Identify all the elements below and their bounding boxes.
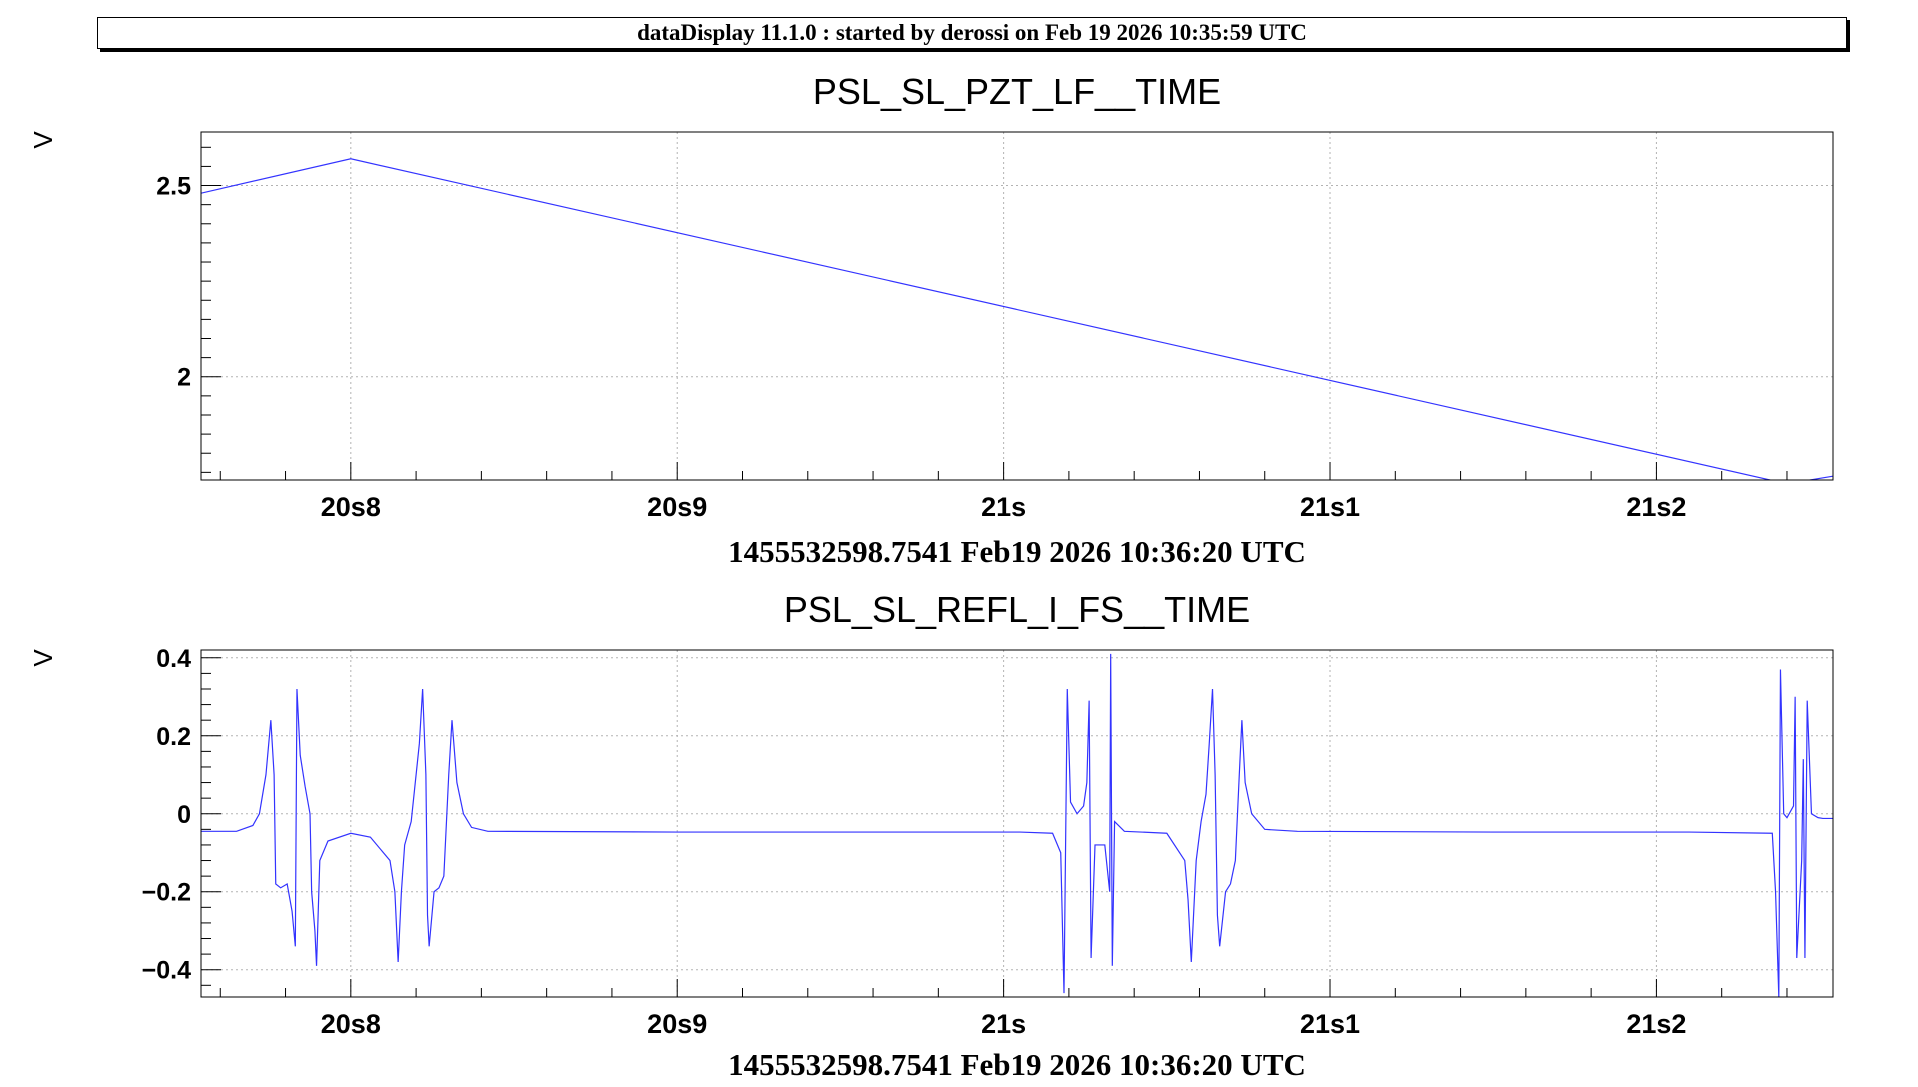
chart-panel-2: PSL_SL_REFL_I_FS__TIME V 20s8 20s9 21s 21s1 21… <box>28 589 1834 1082</box>
y-tick-label: 0.2 <box>156 723 191 751</box>
x-tick-label: 21s <box>981 492 1026 522</box>
y-tick-label: 2 <box>177 364 191 392</box>
x-tick-label: 21s1 <box>1300 492 1360 522</box>
series-line-1 <box>201 158 1833 480</box>
x-tick-label: 20s9 <box>647 492 707 522</box>
plot-frame <box>200 131 1834 481</box>
x-tick-label: 20s9 <box>647 1009 707 1039</box>
chart-title: PSL_SL_REFL_I_FS__TIME <box>784 589 1250 630</box>
y-tick-label: 0 <box>177 801 191 829</box>
plot-frame <box>200 649 1834 998</box>
series-line-1 <box>201 653 1833 997</box>
app-title-banner: dataDisplay 11.1.0 : started by derossi … <box>97 17 1847 49</box>
y-axis-label: V <box>28 649 58 667</box>
x-tick-label: 21s1 <box>1300 1009 1360 1039</box>
y-tick-label: 0.4 <box>156 645 191 673</box>
y-tick-label: −0.2 <box>142 879 191 907</box>
chart-panel-1: PSL_SL_PZT_LF__TIME V 20s8 20s9 21s 21s1 21s2 2… <box>28 71 1834 569</box>
x-axis-title: 1455532598.7541 Feb19 2026 10:36:20 UTC <box>728 534 1306 569</box>
x-tick-label: 20s8 <box>321 492 381 522</box>
x-tick-label: 20s8 <box>321 1009 381 1039</box>
x-tick-label: 21s2 <box>1626 1009 1686 1039</box>
x-tick-label: 21s <box>981 1009 1026 1039</box>
x-axis-title: 1455532598.7541 Feb19 2026 10:36:20 UTC <box>728 1047 1306 1082</box>
x-tick-label: 21s2 <box>1626 492 1686 522</box>
y-tick-label: −0.4 <box>142 957 191 985</box>
y-tick-label: 2.5 <box>156 173 191 201</box>
y-axis-label: V <box>28 131 58 149</box>
chart-title: PSL_SL_PZT_LF__TIME <box>813 71 1221 112</box>
